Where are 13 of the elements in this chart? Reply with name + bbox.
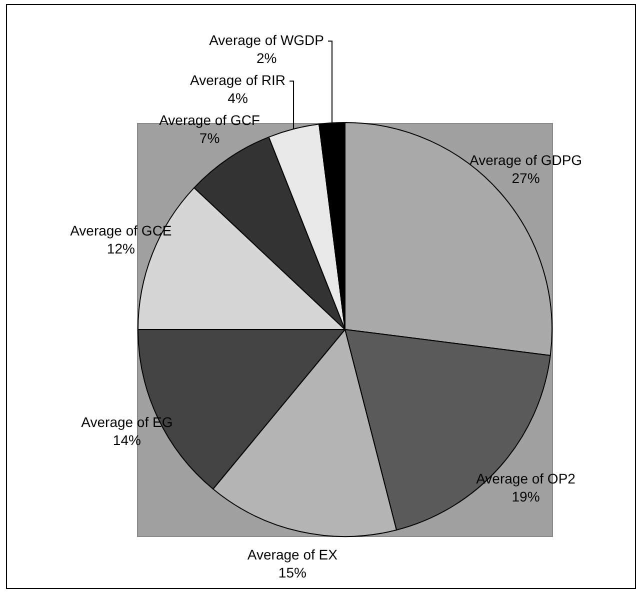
data-label: 15% (278, 564, 306, 581)
data-label: 7% (199, 130, 220, 146)
slice-label: Average of GCF (159, 112, 260, 128)
slice-label: Average of GDPG (469, 152, 582, 168)
data-label: 2% (256, 50, 277, 66)
data-label: 19% (512, 488, 540, 505)
slice-label: Average of EX (247, 546, 338, 563)
data-label: 4% (228, 90, 248, 106)
data-label: 14% (112, 432, 141, 448)
data-label: 12% (106, 240, 135, 257)
data-label: 27% (512, 170, 540, 186)
slice-label: Average of WGDP (209, 32, 324, 48)
slice-label: Average of RIR (190, 72, 286, 88)
